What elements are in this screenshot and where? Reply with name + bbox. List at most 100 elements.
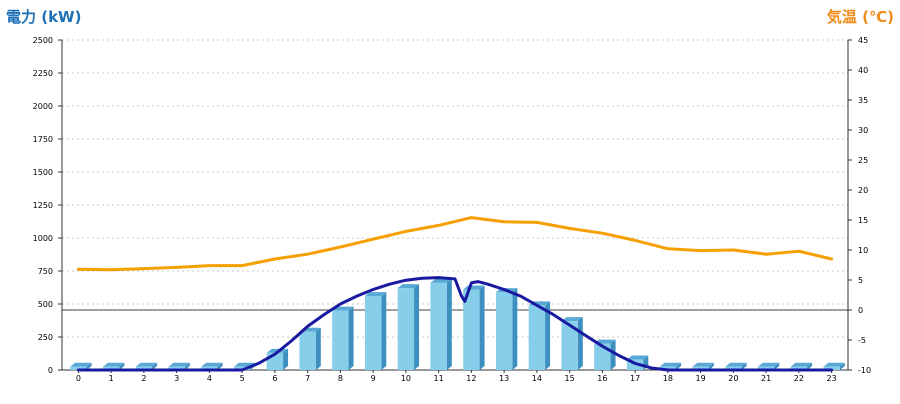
bar-front (430, 282, 447, 370)
bar-top (692, 362, 714, 367)
bar-side (839, 362, 845, 370)
x-tick-label: 18 (663, 374, 673, 383)
bar (790, 362, 813, 370)
right-tick-label: 25 (858, 156, 868, 165)
x-tick-label: 15 (565, 374, 575, 383)
left-tick-label: 750 (38, 267, 53, 276)
bar-front (561, 321, 578, 370)
bar-front (823, 366, 840, 370)
bar-front (168, 366, 185, 370)
bar-side (86, 362, 92, 370)
left-tick-label: 500 (38, 300, 53, 309)
right-tick-label: 5 (858, 276, 863, 285)
x-tick-label: 19 (696, 374, 706, 383)
bar (561, 317, 583, 370)
bar-front (397, 288, 415, 370)
bar-top (725, 362, 747, 367)
bar-front (725, 366, 742, 370)
bar (823, 362, 845, 370)
bar (725, 362, 747, 370)
x-tick-label: 12 (466, 374, 476, 383)
right-axis-title: 気温 (℃) (827, 8, 894, 26)
right-tick-label: 45 (858, 36, 868, 45)
left-tick-label: 2250 (33, 69, 53, 78)
temperature-line (76, 216, 834, 272)
bar-side (577, 317, 583, 370)
bar-side (807, 362, 813, 370)
x-tick-label: 11 (434, 374, 444, 383)
bar (364, 292, 387, 370)
bar-top (135, 362, 158, 367)
bar (757, 362, 780, 370)
bar-top (397, 284, 420, 289)
tick-labels: 02505007501000125015001750200022502500-1… (33, 36, 871, 383)
bar-top (70, 362, 92, 367)
power-line (76, 276, 834, 372)
left-tick-label: 2000 (33, 102, 53, 111)
bar-side (741, 362, 747, 370)
bar-front (757, 366, 775, 370)
bar-side (184, 362, 190, 370)
left-tick-label: 1750 (33, 135, 53, 144)
x-tick-label: 22 (794, 374, 804, 383)
bar-front (463, 289, 480, 370)
gridlines (62, 39, 848, 338)
bar-front (299, 331, 316, 370)
x-tick-label: 14 (532, 374, 542, 383)
bar (299, 327, 321, 370)
bar-side (446, 278, 452, 370)
bar-side (774, 362, 780, 370)
bar (70, 362, 92, 370)
bar-top (659, 362, 682, 367)
bar (528, 301, 551, 370)
bar-front (495, 292, 513, 370)
bar-side (479, 285, 485, 370)
bar-side (610, 339, 616, 370)
x-tick-label: 7 (305, 374, 310, 383)
left-tick-label: 1000 (33, 234, 53, 243)
bar-top (823, 362, 845, 367)
bar-side (217, 362, 223, 370)
x-tick-label: 6 (272, 374, 277, 383)
x-tick-label: 13 (499, 374, 509, 383)
left-tick-label: 2500 (33, 36, 53, 45)
bar-front (70, 366, 87, 370)
x-tick-label: 4 (207, 374, 212, 383)
bar-top (201, 362, 223, 367)
x-tick-label: 1 (109, 374, 114, 383)
bar-top (168, 362, 190, 367)
bar (102, 362, 125, 370)
bar-side (676, 362, 682, 370)
right-tick-label: 20 (858, 186, 868, 195)
bar-front (233, 366, 251, 370)
x-tick-label: 0 (76, 374, 81, 383)
bar-series (70, 278, 845, 370)
bar-front (201, 366, 218, 370)
bar-front (790, 366, 808, 370)
bar (135, 362, 158, 370)
bar-front (659, 366, 677, 370)
bar-side (152, 362, 158, 370)
right-tick-label: 40 (858, 66, 868, 75)
x-tick-label: 10 (401, 374, 411, 383)
right-tick-label: 30 (858, 126, 868, 135)
bar-front (692, 366, 709, 370)
x-tick-label: 5 (240, 374, 245, 383)
bar-front (364, 296, 382, 370)
bar-side (381, 292, 387, 370)
bar-front (332, 310, 349, 370)
bar (397, 284, 420, 370)
axes (58, 39, 852, 373)
bar-top (102, 362, 125, 367)
bar-side (708, 362, 714, 370)
bar-side (283, 348, 289, 370)
bar-top (757, 362, 780, 367)
line-series (76, 216, 834, 372)
left-tick-label: 0 (48, 366, 53, 375)
bar-side (315, 327, 321, 370)
left-axis-title: 電力 (kW) (6, 8, 81, 26)
bar-front (102, 366, 120, 370)
left-tick-label: 250 (38, 333, 53, 342)
